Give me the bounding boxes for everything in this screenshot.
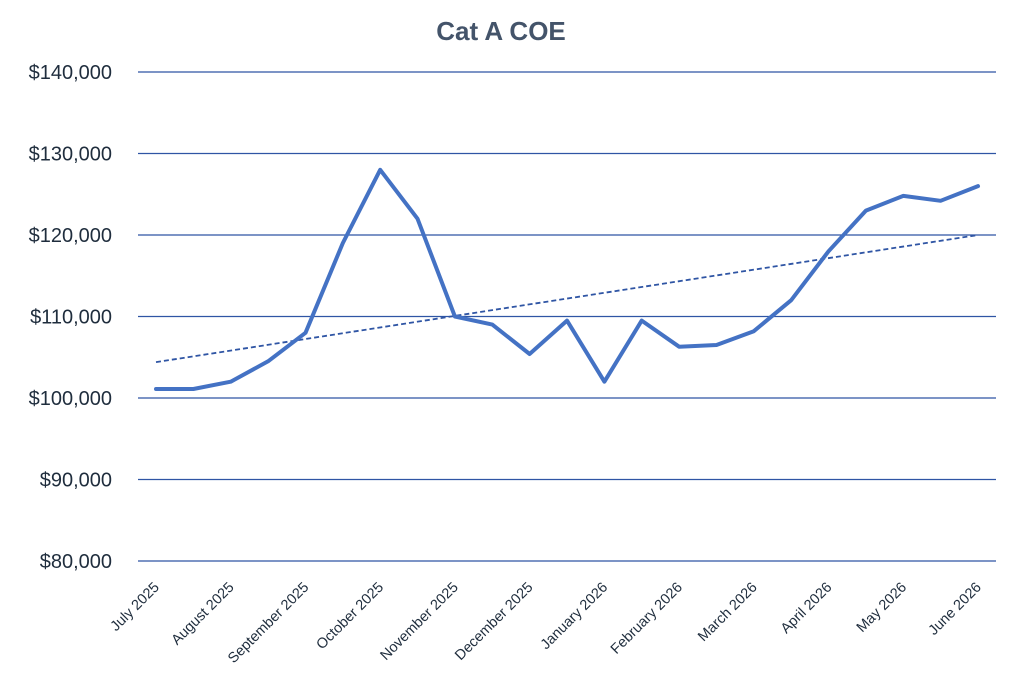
x-tick-label: December 2025 xyxy=(452,580,536,664)
trendline xyxy=(155,234,979,364)
x-tick-label: March 2026 xyxy=(695,580,760,645)
gridlines xyxy=(138,71,996,562)
y-tick-label: $140,000 xyxy=(29,62,112,84)
series-group xyxy=(154,167,980,391)
x-tick-label: October 2025 xyxy=(314,580,387,653)
x-tick-label: November 2025 xyxy=(377,580,461,664)
x-tick-label: August 2025 xyxy=(169,580,238,649)
x-tick-label: September 2025 xyxy=(225,580,312,667)
x-tick-label: July 2025 xyxy=(108,580,163,635)
x-tick-label: June 2026 xyxy=(926,580,985,639)
y-tick-label: $130,000 xyxy=(29,144,112,166)
x-tick-label: January 2026 xyxy=(538,580,611,653)
y-tick-label: $120,000 xyxy=(29,225,112,247)
y-tick-label: $80,000 xyxy=(40,551,112,573)
x-tick-label: February 2026 xyxy=(608,580,686,658)
y-tick-label: $90,000 xyxy=(40,470,112,492)
y-tick-label: $100,000 xyxy=(29,388,112,410)
chart-title: Cat A COE xyxy=(436,16,566,46)
trendline-group xyxy=(155,234,979,364)
y-axis-ticks: $80,000 $90,000 $100,000 $110,000 $120,000 $1… xyxy=(29,62,112,573)
x-tick-label: May 2026 xyxy=(854,580,910,636)
x-tick-label: April 2026 xyxy=(778,580,835,637)
y-tick-label: $110,000 xyxy=(30,307,112,329)
series-line xyxy=(154,167,980,391)
